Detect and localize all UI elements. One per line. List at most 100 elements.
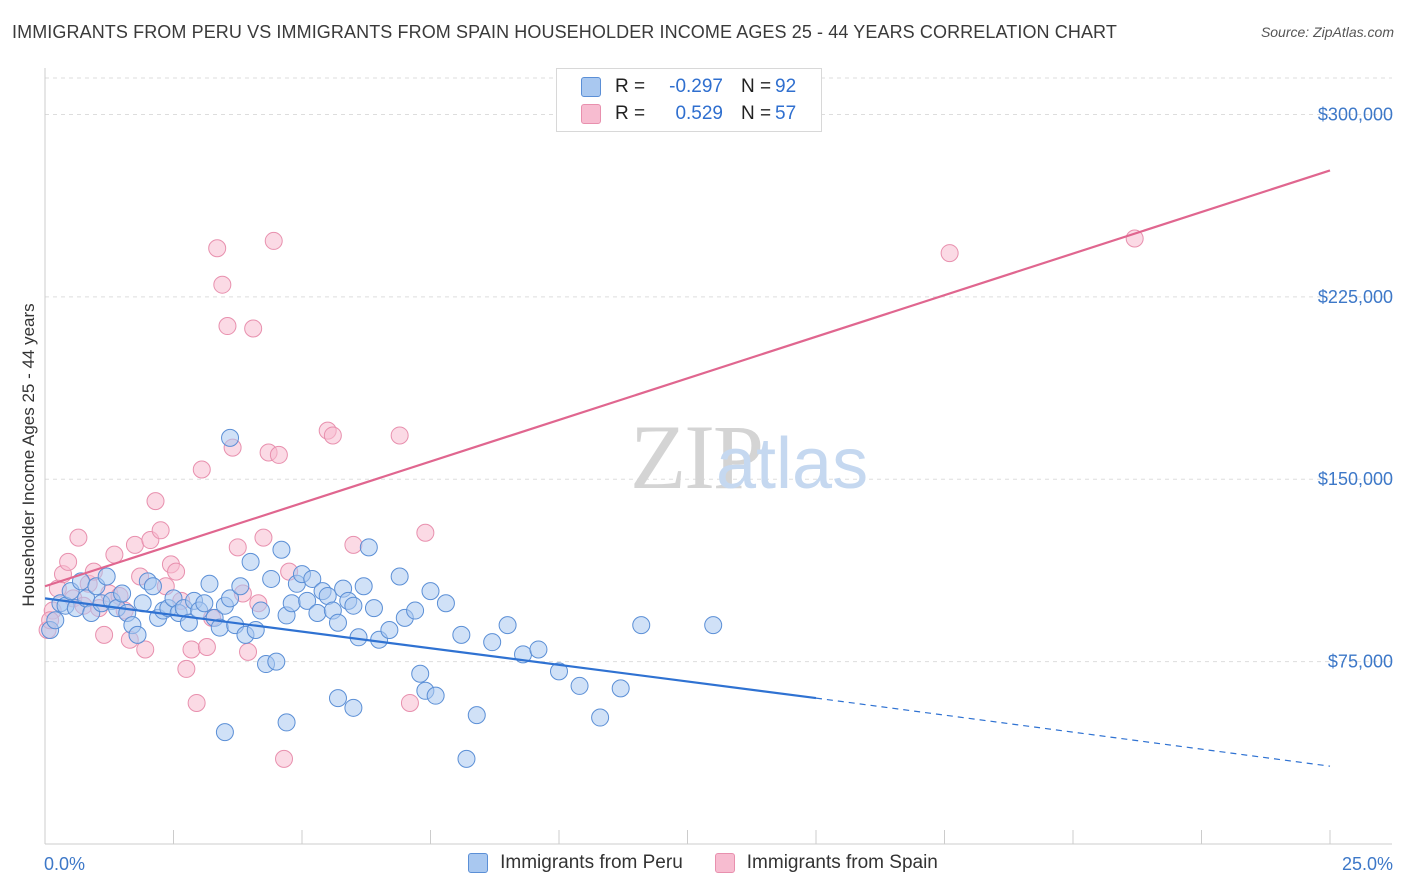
peru-point	[406, 601, 425, 620]
spain-point	[244, 319, 263, 338]
peru-trend-extension	[815, 697, 1331, 767]
spain-points	[38, 229, 1144, 768]
y-tick-label: $300,000	[1318, 104, 1393, 124]
spain-point	[213, 275, 232, 294]
peru-point	[241, 552, 260, 571]
spain-point	[136, 640, 155, 659]
peru-point	[308, 603, 327, 622]
legend-row-spain: R = 0.529 N = 57	[581, 102, 796, 126]
peru-point	[611, 679, 630, 698]
spain-point	[187, 693, 206, 712]
peru-point	[467, 706, 486, 725]
legend-r-value: -0.297	[669, 76, 723, 97]
legend-n-value: 92	[775, 76, 797, 97]
spain-point	[390, 426, 409, 445]
peru-point	[221, 589, 240, 608]
legend-n-label: N =	[741, 103, 772, 124]
peru-point	[282, 594, 301, 613]
x-tick-label-max: 25.0%	[1342, 854, 1393, 874]
legend-r-value: 0.529	[675, 103, 723, 124]
spain-point	[416, 523, 435, 542]
peru-point	[704, 616, 723, 635]
chart-title: IMMIGRANTS FROM PERU VS IMMIGRANTS FROM …	[12, 22, 1117, 42]
stats-legend: R = -0.297 N = 92 R = 0.529 N = 57	[556, 68, 822, 132]
spain-point	[400, 693, 419, 712]
spain-point	[264, 231, 283, 250]
peru-legend-swatch-icon	[468, 853, 489, 873]
spain-legend-swatch-icon	[714, 853, 735, 873]
spain-point	[95, 625, 114, 644]
spain-point	[125, 535, 144, 554]
peru-point	[195, 594, 214, 613]
peru-point	[46, 611, 65, 630]
peru-point	[529, 640, 548, 659]
legend-row-peru: R = -0.297 N = 92	[581, 75, 796, 99]
legend-item-spain[interactable]: Immigrants from Spain	[714, 852, 938, 874]
peru-point	[632, 616, 651, 635]
peru-point	[344, 596, 363, 615]
y-tick-label: $225,000	[1318, 287, 1393, 307]
spain-point	[275, 749, 294, 768]
spain-point	[344, 535, 363, 554]
source-label: Source: ZipAtlas.com	[1260, 24, 1394, 40]
series-legend: Immigrants from Peru Immigrants from Spa…	[0, 852, 1406, 874]
watermark: ZIP atlas	[630, 406, 868, 508]
peru-point	[272, 540, 291, 559]
x-tick-labels: 0.0% 25.0%	[44, 854, 1393, 874]
y-tick-label: $75,000	[1328, 652, 1393, 672]
grid-lines	[45, 77, 1392, 663]
peru-point	[277, 713, 296, 732]
peru-point	[364, 599, 383, 618]
peru-points	[41, 428, 723, 768]
spain-point	[69, 528, 88, 547]
spain-point	[105, 545, 124, 564]
peru-point	[452, 625, 471, 644]
legend-spain-label: Immigrants from Spain	[746, 852, 938, 873]
peru-point	[215, 723, 234, 742]
peru-swatch-icon	[581, 77, 601, 97]
peru-point	[267, 652, 286, 671]
spain-point	[254, 528, 273, 547]
peru-point	[231, 577, 250, 596]
peru-trend-line	[44, 597, 817, 700]
spain-point	[59, 552, 78, 571]
peru-point	[498, 616, 517, 635]
peru-point	[303, 569, 322, 588]
spain-point	[323, 426, 342, 445]
spain-point	[269, 445, 288, 464]
y-tick-labels: $75,000 $150,000 $225,000 $300,000	[1318, 104, 1393, 671]
peru-point	[457, 749, 476, 768]
x-tick-label-min: 0.0%	[44, 854, 85, 874]
peru-point	[591, 708, 610, 727]
peru-point	[251, 601, 270, 620]
peru-point	[550, 662, 568, 681]
peru-point	[421, 582, 440, 601]
y-tick-label: $150,000	[1318, 469, 1393, 489]
peru-point	[354, 577, 373, 596]
spain-point	[208, 239, 227, 258]
axes	[44, 68, 1392, 845]
legend-n-value: 57	[775, 103, 797, 124]
legend-item-peru[interactable]: Immigrants from Peru	[468, 852, 683, 874]
watermark-atlas: atlas	[716, 424, 868, 504]
spain-trend-line	[44, 169, 1331, 588]
peru-point	[262, 569, 281, 588]
peru-point	[570, 676, 589, 695]
peru-point	[359, 538, 378, 557]
peru-point	[390, 567, 409, 586]
spain-point	[228, 538, 247, 557]
peru-point	[298, 591, 317, 610]
peru-point	[328, 689, 347, 708]
peru-point	[143, 577, 162, 596]
peru-point	[328, 613, 347, 632]
peru-point	[113, 584, 132, 603]
spain-point	[192, 460, 211, 479]
peru-point	[380, 621, 399, 640]
spain-point	[940, 244, 959, 263]
peru-point	[344, 698, 363, 717]
spain-point	[197, 638, 216, 657]
peru-point	[200, 574, 219, 593]
spain-point	[151, 521, 170, 540]
peru-point	[483, 633, 502, 652]
